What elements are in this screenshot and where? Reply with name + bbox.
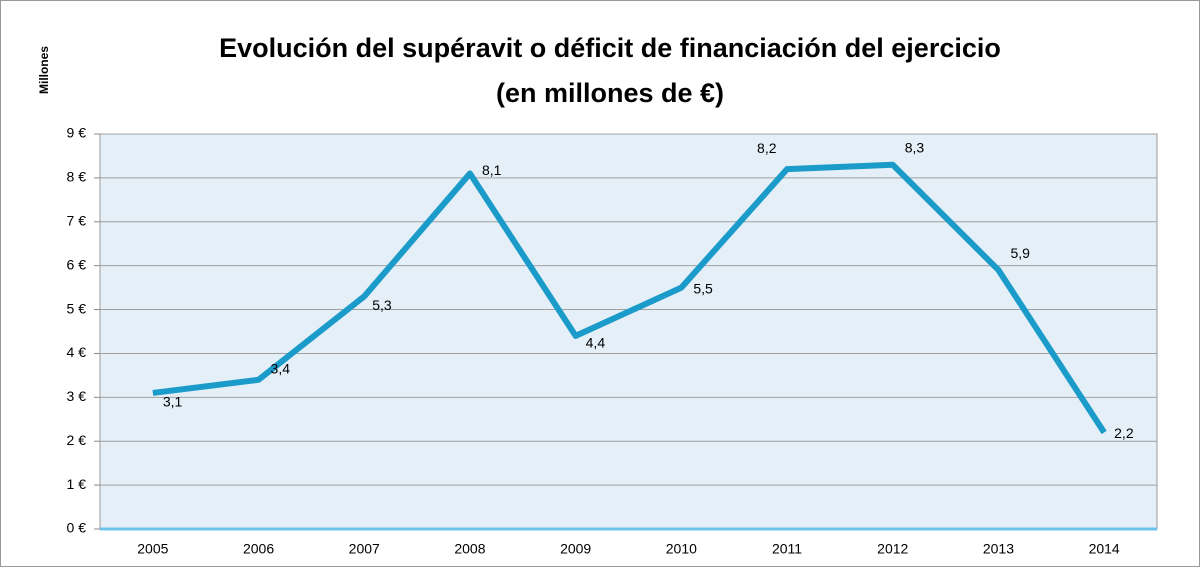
y-tick-label: 8 € (67, 169, 87, 185)
data-label: 8,2 (757, 140, 777, 156)
data-label: 5,9 (1010, 245, 1030, 261)
y-tick-label: 2 € (67, 432, 87, 448)
x-tick-label: 2012 (877, 541, 908, 557)
x-tick-label: 2006 (243, 541, 274, 557)
y-tick-label: 9 € (67, 125, 87, 141)
data-label: 2,2 (1114, 425, 1134, 441)
y-tick-label: 6 € (67, 256, 87, 272)
y-tick-label: 5 € (67, 300, 87, 316)
plot-area (99, 133, 1158, 530)
x-tick-label: 2008 (454, 541, 485, 557)
data-label: 8,3 (905, 139, 925, 155)
y-tick-label: 0 € (67, 520, 87, 536)
x-tick-label: 2013 (983, 541, 1014, 557)
x-tick-label: 2005 (137, 541, 168, 557)
x-tick-label: 2010 (666, 541, 697, 557)
chart-title: Evolución del supéravit o déficit de fin… (219, 33, 1001, 63)
data-label: 5,3 (372, 297, 392, 313)
x-tick-label: 2011 (772, 541, 802, 557)
data-line (152, 161, 1107, 435)
x-tick-label: 2009 (560, 541, 591, 557)
data-label: 4,4 (586, 335, 606, 351)
y-tick-label: 4 € (67, 344, 87, 360)
data-label: 5,5 (693, 280, 713, 296)
y-tick-label: 3 € (67, 388, 87, 404)
x-tick-label: 2007 (349, 541, 380, 557)
data-label: 3,4 (271, 360, 291, 376)
data-label: 8,1 (482, 162, 502, 178)
y-tick-label: 1 € (67, 476, 87, 492)
x-tick-label: 2014 (1089, 541, 1120, 557)
y-tick-label: 7 € (67, 212, 87, 228)
data-label: 3,1 (163, 394, 183, 410)
y-axis-label: Millones (37, 46, 51, 94)
chart-title: (en millones de €) (496, 78, 724, 108)
